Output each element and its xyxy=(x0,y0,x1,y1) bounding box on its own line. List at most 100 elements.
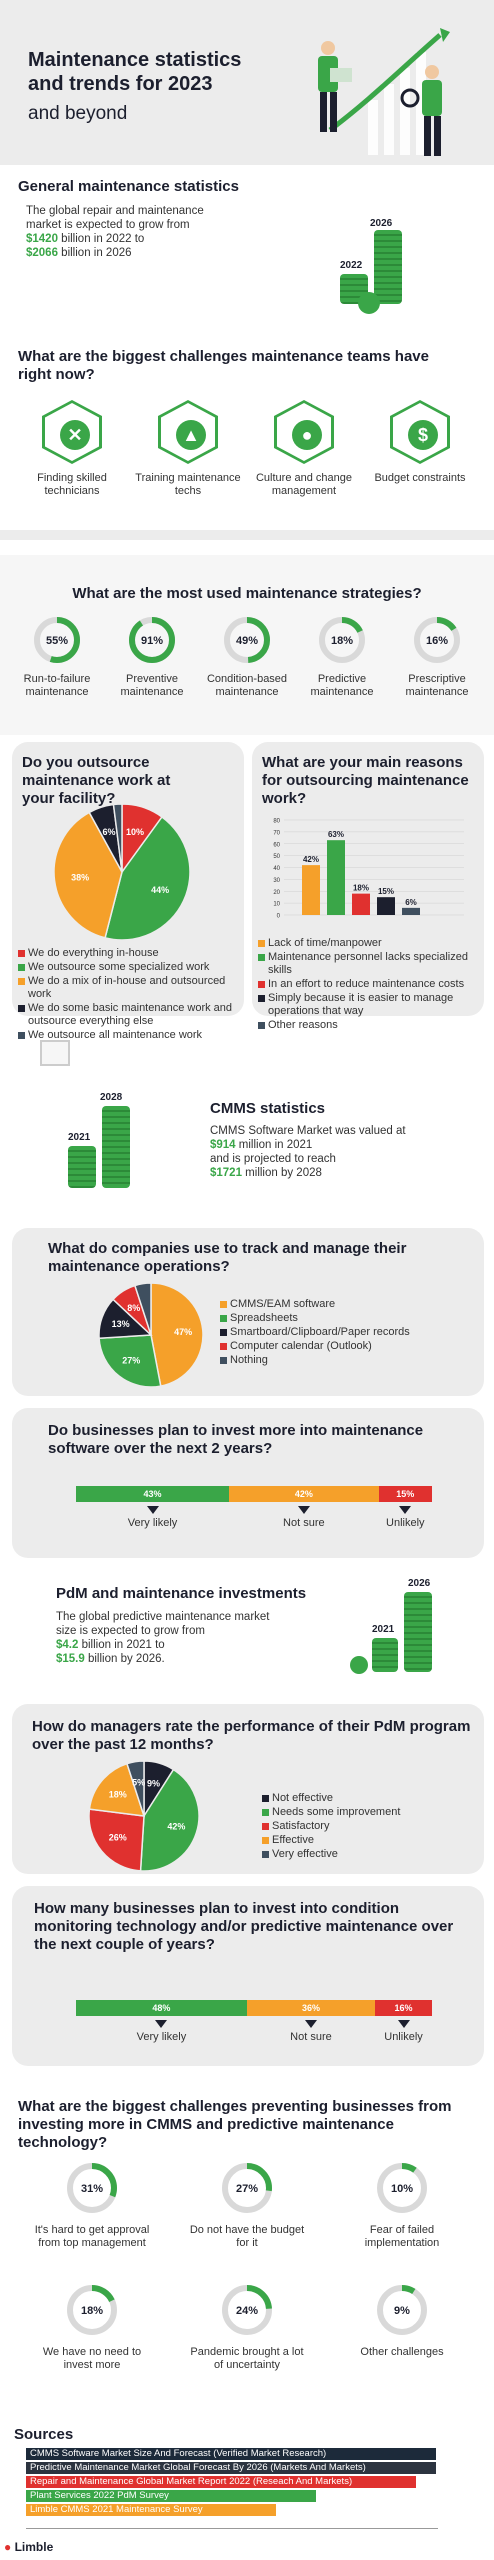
legend-label: Spreadsheets xyxy=(230,1312,298,1324)
wrench-icon: ✕ xyxy=(60,420,90,450)
legend-swatch xyxy=(262,1795,269,1802)
challenge-label: Culture and change management xyxy=(255,472,352,497)
invest-software-panel: Do businesses plan to invest more into m… xyxy=(12,1408,484,1558)
pdm-line1: The global predictive maintenance market xyxy=(56,1611,270,1623)
donut-percent-label: 10% xyxy=(391,2183,413,2195)
pie-slice-label: 5% xyxy=(132,1777,145,1787)
bar-caption: Unlikely xyxy=(386,1517,425,1529)
strategy-label: Prescriptive maintenance xyxy=(405,673,469,698)
legend-label: Nothing xyxy=(230,1354,268,1366)
bar xyxy=(402,907,420,915)
hexagon-inner: $ xyxy=(393,403,447,461)
prevent-label: It's hard to get approval from top manag… xyxy=(34,2224,150,2249)
cmms-value-2021-rest: million in 2021 xyxy=(235,1139,313,1151)
legend-label: Lack of time/manpower xyxy=(268,937,382,949)
rate-pie-chart: 9% 42% 26% 18% 5% xyxy=(88,1760,200,1872)
donut-percent-label: 18% xyxy=(81,2305,103,2317)
cmms-value-2021: $914 xyxy=(210,1139,236,1151)
pdm-year-end: 2026 xyxy=(408,1578,431,1589)
graduation-cap-icon: ▲ xyxy=(176,420,206,450)
track-title: What do companies use to track and manag… xyxy=(48,1240,407,1275)
section-divider xyxy=(0,530,494,540)
bar-segment: 36% xyxy=(246,2000,376,2016)
legend-label: Computer calendar (Outlook) xyxy=(230,1340,372,1352)
legend-swatch xyxy=(18,1032,25,1039)
y-tick-label: 10 xyxy=(273,902,280,908)
source-entry: Limble CMMS 2021 Maintenance Survey xyxy=(26,2504,276,2516)
legend-item: Effective xyxy=(262,1834,472,1847)
pie-slice-label: 6% xyxy=(102,827,115,837)
legend-label: Effective xyxy=(272,1834,314,1846)
challenge-label: Finding skilled technicians xyxy=(37,472,107,497)
legend-swatch xyxy=(18,964,25,971)
rate-legend: Not effective Needs some improvement Satis… xyxy=(262,1792,472,1862)
invest-software-bar: 43% 42% 15% xyxy=(76,1486,432,1502)
legend-swatch xyxy=(220,1329,227,1336)
bar-caption: Not sure xyxy=(290,2031,332,2043)
legend-swatch xyxy=(258,954,265,961)
challenge-donut: 10% xyxy=(377,2163,427,2213)
bar-caption: Very likely xyxy=(127,1517,178,1529)
bar-segment: 16% xyxy=(375,2000,432,2016)
legend-label: Not effective xyxy=(272,1792,333,1804)
outsource-pie-chart: 10% 44% 38% 6% xyxy=(53,803,191,941)
pie-slice-label: 44% xyxy=(151,885,169,895)
wrench-hexagon: ✕ xyxy=(42,400,102,464)
legend-item: Other reasons xyxy=(258,1019,482,1032)
donut-percent-label: 9% xyxy=(394,2305,410,2317)
pie-slice-label: 26% xyxy=(109,1833,127,1843)
general-line1: The global repair and maintenance xyxy=(26,205,204,217)
invest-software-captions: Very likely Not sure Unlikely xyxy=(76,1504,432,1540)
donut-value-arc xyxy=(222,2285,272,2335)
prevent-label: Pandemic brought a lot of uncertainty xyxy=(190,2346,304,2371)
strategy-label: Run-to-failure maintenance xyxy=(23,673,91,698)
pie-slice-label: 8% xyxy=(127,1303,140,1313)
strategy-donut: 55% xyxy=(34,617,80,663)
donut-percent-label: 91% xyxy=(141,635,163,647)
legend-swatch xyxy=(220,1301,227,1308)
legend-swatch xyxy=(262,1823,269,1830)
legend-label: CMMS/EAM software xyxy=(230,1298,336,1310)
pie-slice-label: 38% xyxy=(71,872,89,882)
bar-segment: 42% xyxy=(229,1486,379,1502)
legend-swatch xyxy=(258,981,265,988)
legend-item: Nothing xyxy=(220,1354,470,1367)
bar xyxy=(302,865,320,915)
person-hexagon: ● xyxy=(274,400,334,464)
legend-label: Satisfactory xyxy=(272,1820,330,1832)
donut-value-arc xyxy=(222,2163,272,2213)
pie-slice xyxy=(150,1282,204,1387)
general-value-2026: $2066 xyxy=(26,247,58,259)
challenges-title: What are the biggest challenges maintena… xyxy=(18,348,429,383)
legend-item: Lack of time/manpower xyxy=(258,937,482,950)
cmms-title: CMMS statistics xyxy=(210,1100,326,1117)
sources-list: CMMS Software Market Size And Forecast (… xyxy=(26,2448,446,2518)
legend-item: Satisfactory xyxy=(262,1820,472,1833)
pie-slice xyxy=(53,811,123,939)
legend-label: Maintenance personnel lacks specialized … xyxy=(268,951,468,976)
legend-item: Computer calendar (Outlook) xyxy=(220,1340,470,1353)
bar-segment: 48% xyxy=(76,2000,247,2016)
bar-value-label: 42% xyxy=(303,855,319,864)
bar-caption: Not sure xyxy=(283,1517,325,1529)
pdm-value-2026-rest: billion by 2026. xyxy=(84,1653,165,1665)
legend-swatch xyxy=(18,1005,25,1012)
general-year-end: 2026 xyxy=(370,218,393,229)
general-title: General maintenance statistics xyxy=(18,178,239,195)
invest-software-title: Do businesses plan to invest more into m… xyxy=(48,1422,424,1457)
pointer-arrow-icon xyxy=(155,2020,168,2028)
cmms-year-start: 2021 xyxy=(68,1132,91,1143)
dollar-hexagon: $ xyxy=(390,400,450,464)
strategy-label: Predictive maintenance xyxy=(310,673,374,698)
legend-item: Not effective xyxy=(262,1792,472,1805)
legend-swatch xyxy=(262,1809,269,1816)
legend-swatch xyxy=(258,1022,265,1029)
bar-value-label: 63% xyxy=(328,830,344,839)
prevent-label: Do not have the budget for it xyxy=(189,2224,305,2249)
pie-slice xyxy=(88,1808,145,1872)
reasons-panel: What are your main reasons for outsourci… xyxy=(252,742,484,1031)
challenge-label: Budget constraints xyxy=(374,472,466,484)
challenge-label: Training maintenance techs xyxy=(135,472,241,497)
legend-swatch xyxy=(220,1315,227,1322)
legend-item: Simply because it is easier to manage op… xyxy=(258,992,482,1018)
